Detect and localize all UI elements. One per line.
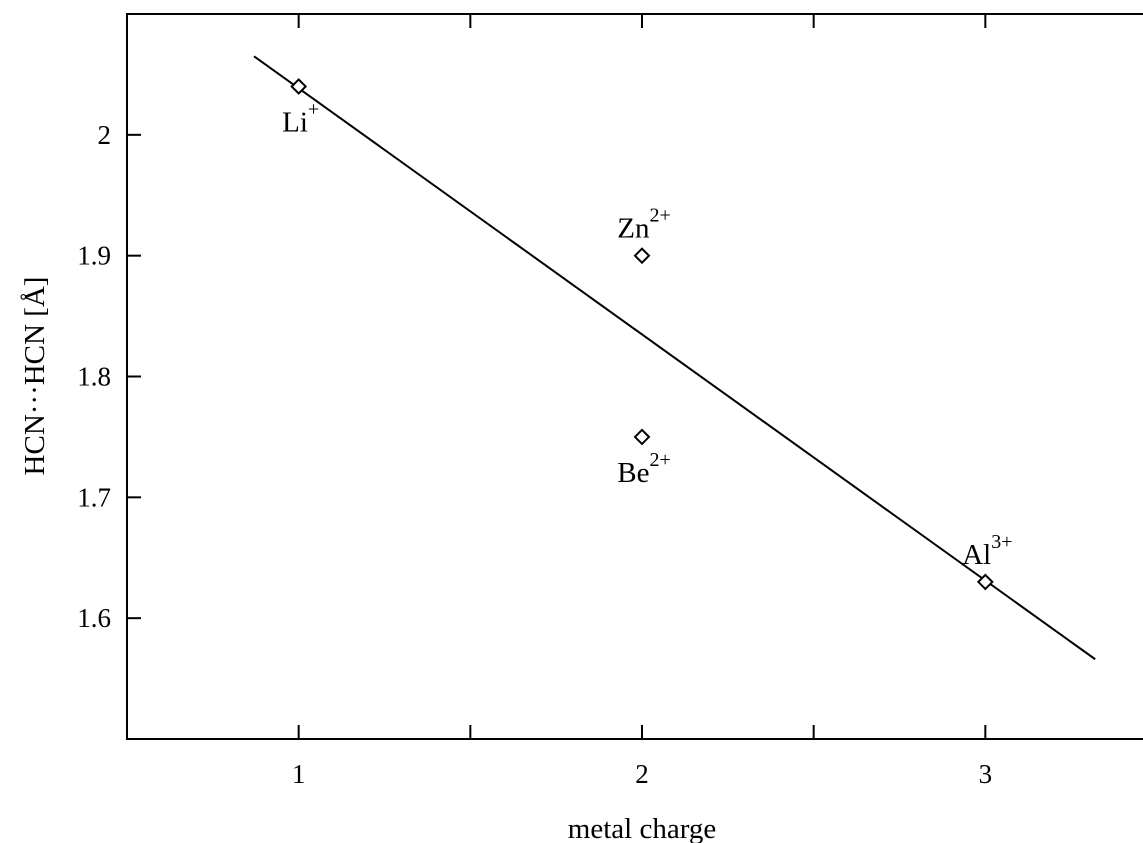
x-tick-label: 2 [635, 759, 649, 789]
fit-line-layer [253, 55, 1096, 661]
y-tick-label: 1.7 [77, 482, 111, 512]
point-label-zn: Zn2+ [617, 205, 671, 245]
x-tick-label: 1 [292, 759, 306, 789]
point-label-be: Be2+ [617, 449, 671, 489]
fit-line [253, 55, 1096, 661]
x-axis-title: metal charge [568, 813, 716, 843]
y-tick-label: 2 [98, 120, 112, 150]
x-tick-label: 3 [979, 759, 993, 789]
data-point-zn [633, 247, 651, 265]
y-axis-title: HCN···HCN [Å] [19, 277, 51, 476]
y-tick-label: 1.6 [77, 603, 111, 633]
y-axis: 1.6 1.7 1.8 1.9 2 [77, 120, 141, 633]
y-tick-label: 1.8 [77, 362, 111, 392]
plot-frame [126, 13, 1143, 740]
data-point-be [633, 428, 651, 446]
point-label-li: Li+ [282, 99, 319, 139]
y-tick-label: 1.9 [77, 241, 111, 271]
data-point-al [976, 573, 994, 591]
data-point-li [290, 78, 308, 95]
x-axis: 1 2 3 [292, 14, 992, 789]
data-points: Li+ Zn2+ Be2+ Al3+ [282, 78, 1012, 591]
point-label-al: Al3+ [962, 531, 1012, 571]
